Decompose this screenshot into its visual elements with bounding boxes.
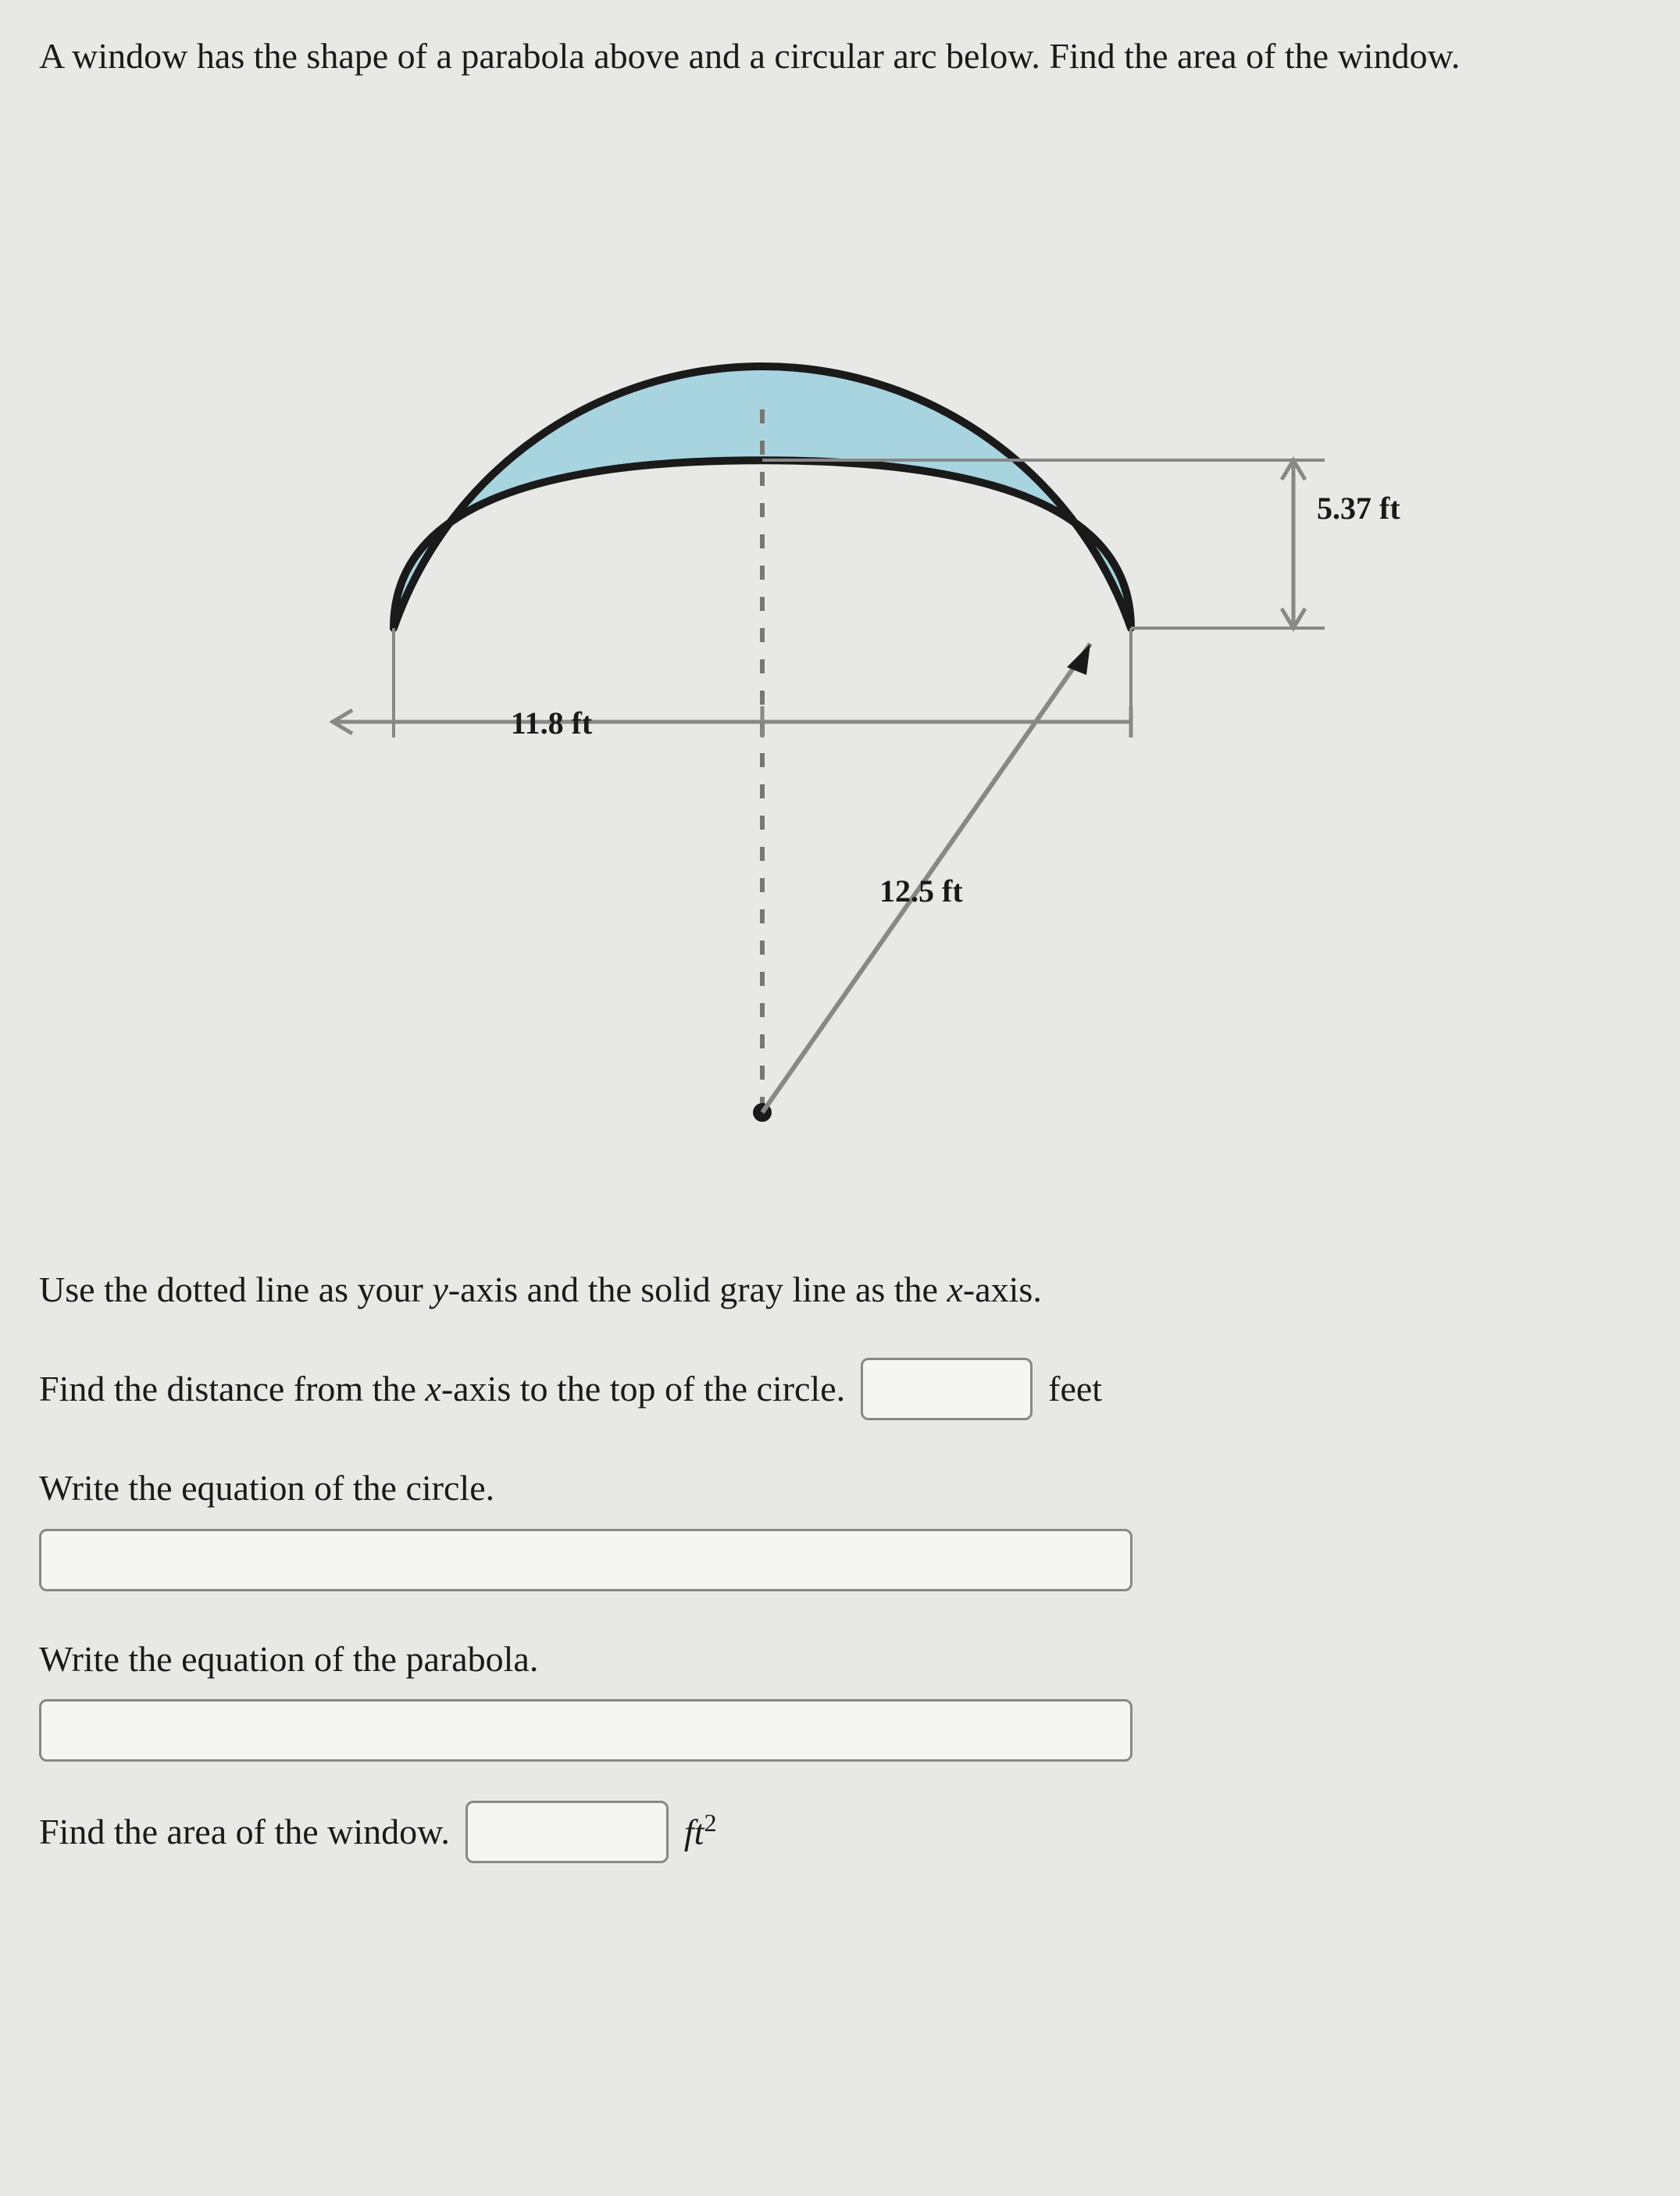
q3-text: Write the equation of the parabola. [39,1630,1641,1688]
diagram-container: 11.8 ft 5.37 ft 12.5 ft [39,128,1641,1183]
instr-pre: Use the dotted line as your [39,1269,432,1309]
question-circle-eq: Write the equation of the circle. [39,1459,1641,1591]
q1-post: -axis to the top of the circle. [441,1369,845,1409]
problem-statement: A window has the shape of a parabola abo… [39,31,1641,81]
instr-post: -axis. [963,1269,1042,1309]
parabola-equation-input[interactable] [39,1699,1132,1762]
q1-pre: Find the distance from the [39,1369,425,1409]
question-parabola-eq: Write the equation of the parabola. [39,1630,1641,1762]
window-diagram: 11.8 ft 5.37 ft 12.5 ft [216,128,1465,1183]
q4-unit-base: ft [684,1812,704,1852]
q4-text: Find the area of the window. [39,1803,450,1861]
q1-x: x [425,1369,441,1409]
instr-y: y [432,1269,448,1309]
half-width-label: 11.8 ft [510,705,592,741]
distance-input[interactable] [861,1358,1033,1420]
height-label: 5.37 ft [1317,491,1400,526]
window-shape [394,366,1131,628]
q1-unit: feet [1048,1360,1102,1418]
question-distance: Find the distance from the x-axis to the… [39,1358,1641,1420]
circle-equation-input[interactable] [39,1529,1132,1591]
area-input[interactable] [465,1801,669,1863]
radius-label: 12.5 ft [879,873,963,909]
instr-mid: -axis and the solid gray line as the [448,1269,947,1309]
q2-text: Write the equation of the circle. [39,1459,1641,1517]
q4-unit-exp: 2 [704,1809,716,1837]
question-area: Find the area of the window. ft2 [39,1801,1641,1863]
axis-instruction: Use the dotted line as your y-axis and t… [39,1261,1641,1319]
instr-x: x [947,1269,962,1309]
